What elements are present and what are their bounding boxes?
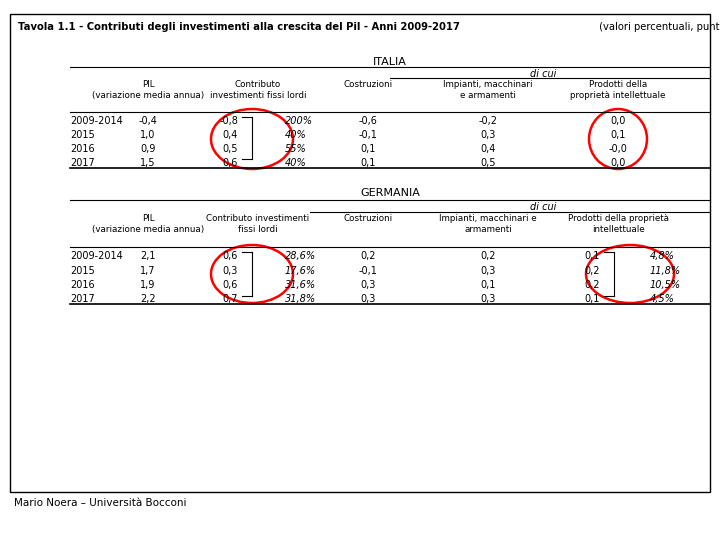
- Bar: [10, 14, 710, 492]
- Text: 0,6: 0,6: [222, 280, 238, 290]
- Text: Mario Noera – Università Bocconi: Mario Noera – Università Bocconi: [14, 498, 186, 508]
- Text: 0,5: 0,5: [480, 158, 496, 168]
- Text: -0,6: -0,6: [359, 116, 377, 126]
- Text: 1,9: 1,9: [140, 280, 156, 290]
- Text: 31,8%: 31,8%: [285, 294, 316, 304]
- Text: 4,8%: 4,8%: [650, 251, 675, 261]
- Text: 0,5: 0,5: [222, 144, 238, 154]
- Text: 0,4: 0,4: [480, 144, 495, 154]
- Text: 2009-2014: 2009-2014: [70, 251, 122, 261]
- Text: Tavola 1.1 - Contributi degli investimenti alla crescita del Pil - Anni 2009-201: Tavola 1.1 - Contributi degli investimen…: [18, 22, 460, 32]
- Text: 0,0: 0,0: [611, 158, 626, 168]
- Text: 2015: 2015: [70, 266, 95, 276]
- Text: PIL
(variazione media annua): PIL (variazione media annua): [92, 214, 204, 234]
- Text: ITALIA: ITALIA: [373, 57, 407, 67]
- Text: 4,5%: 4,5%: [650, 294, 675, 304]
- Text: -0,1: -0,1: [359, 266, 377, 276]
- Text: 0,2: 0,2: [480, 251, 496, 261]
- Text: 0,1: 0,1: [585, 294, 600, 304]
- Text: 2,1: 2,1: [140, 251, 156, 261]
- Text: Prodotti della proprietà
intellettuale: Prodotti della proprietà intellettuale: [567, 214, 668, 234]
- Text: 0,2: 0,2: [585, 280, 600, 290]
- Text: 2009-2014: 2009-2014: [70, 116, 122, 126]
- Text: 17,6%: 17,6%: [285, 266, 316, 276]
- Text: 28,6%: 28,6%: [285, 251, 316, 261]
- Text: 0,3: 0,3: [480, 130, 495, 140]
- Text: 0,3: 0,3: [360, 294, 376, 304]
- Text: 0,1: 0,1: [360, 158, 376, 168]
- Text: 2,2: 2,2: [140, 294, 156, 304]
- Text: 2017: 2017: [70, 294, 95, 304]
- Text: 2015: 2015: [70, 130, 95, 140]
- Text: GERMANIA: GERMANIA: [360, 188, 420, 198]
- Text: -0,0: -0,0: [608, 144, 627, 154]
- Text: 0,2: 0,2: [360, 251, 376, 261]
- Text: 0,3: 0,3: [360, 280, 376, 290]
- Text: di cui: di cui: [530, 202, 556, 212]
- Text: (valori percentuali, punti percentuali): (valori percentuali, punti percentuali): [596, 22, 720, 32]
- Text: 0,3: 0,3: [480, 266, 495, 276]
- Text: 2017: 2017: [70, 158, 95, 168]
- Text: Prodotti della
proprietà intellettuale: Prodotti della proprietà intellettuale: [570, 80, 666, 100]
- Text: -0,1: -0,1: [359, 130, 377, 140]
- Text: -0,8: -0,8: [219, 116, 238, 126]
- Text: 0,3: 0,3: [222, 266, 238, 276]
- Text: 1,5: 1,5: [140, 158, 156, 168]
- Text: 31,6%: 31,6%: [285, 280, 316, 290]
- Text: di cui: di cui: [530, 69, 556, 79]
- Text: Impianti, macchinari
e armamenti: Impianti, macchinari e armamenti: [444, 80, 533, 100]
- Text: Costruzioni: Costruzioni: [343, 80, 392, 89]
- Text: -0,2: -0,2: [479, 116, 498, 126]
- Text: 0,7: 0,7: [222, 294, 238, 304]
- Text: Impianti, macchinari e
armamenti: Impianti, macchinari e armamenti: [439, 214, 537, 234]
- Text: 0,2: 0,2: [585, 266, 600, 276]
- Text: 2016: 2016: [70, 280, 94, 290]
- Text: 200%: 200%: [285, 116, 313, 126]
- Text: Contributo
investimenti fissi lordi: Contributo investimenti fissi lordi: [210, 80, 306, 100]
- Text: 0,9: 0,9: [140, 144, 156, 154]
- Text: Costruzioni: Costruzioni: [343, 214, 392, 223]
- Text: 40%: 40%: [285, 158, 307, 168]
- Text: 10,5%: 10,5%: [650, 280, 681, 290]
- Text: 0,0: 0,0: [611, 116, 626, 126]
- Text: 1,7: 1,7: [140, 266, 156, 276]
- Text: 11,8%: 11,8%: [650, 266, 681, 276]
- Text: PIL
(variazione media annua): PIL (variazione media annua): [92, 80, 204, 100]
- Text: 1,0: 1,0: [140, 130, 156, 140]
- Text: 0,6: 0,6: [222, 251, 238, 261]
- Text: -0,4: -0,4: [138, 116, 158, 126]
- Text: 2016: 2016: [70, 144, 94, 154]
- Text: 0,6: 0,6: [222, 158, 238, 168]
- Text: 0,4: 0,4: [222, 130, 238, 140]
- Text: 40%: 40%: [285, 130, 307, 140]
- Text: 0,1: 0,1: [585, 251, 600, 261]
- Text: 0,1: 0,1: [611, 130, 626, 140]
- Text: 0,1: 0,1: [360, 144, 376, 154]
- Text: 0,3: 0,3: [480, 294, 495, 304]
- Text: 0,1: 0,1: [480, 280, 495, 290]
- Text: Contributo investimenti
fissi lordi: Contributo investimenti fissi lordi: [207, 214, 310, 234]
- Text: 55%: 55%: [285, 144, 307, 154]
